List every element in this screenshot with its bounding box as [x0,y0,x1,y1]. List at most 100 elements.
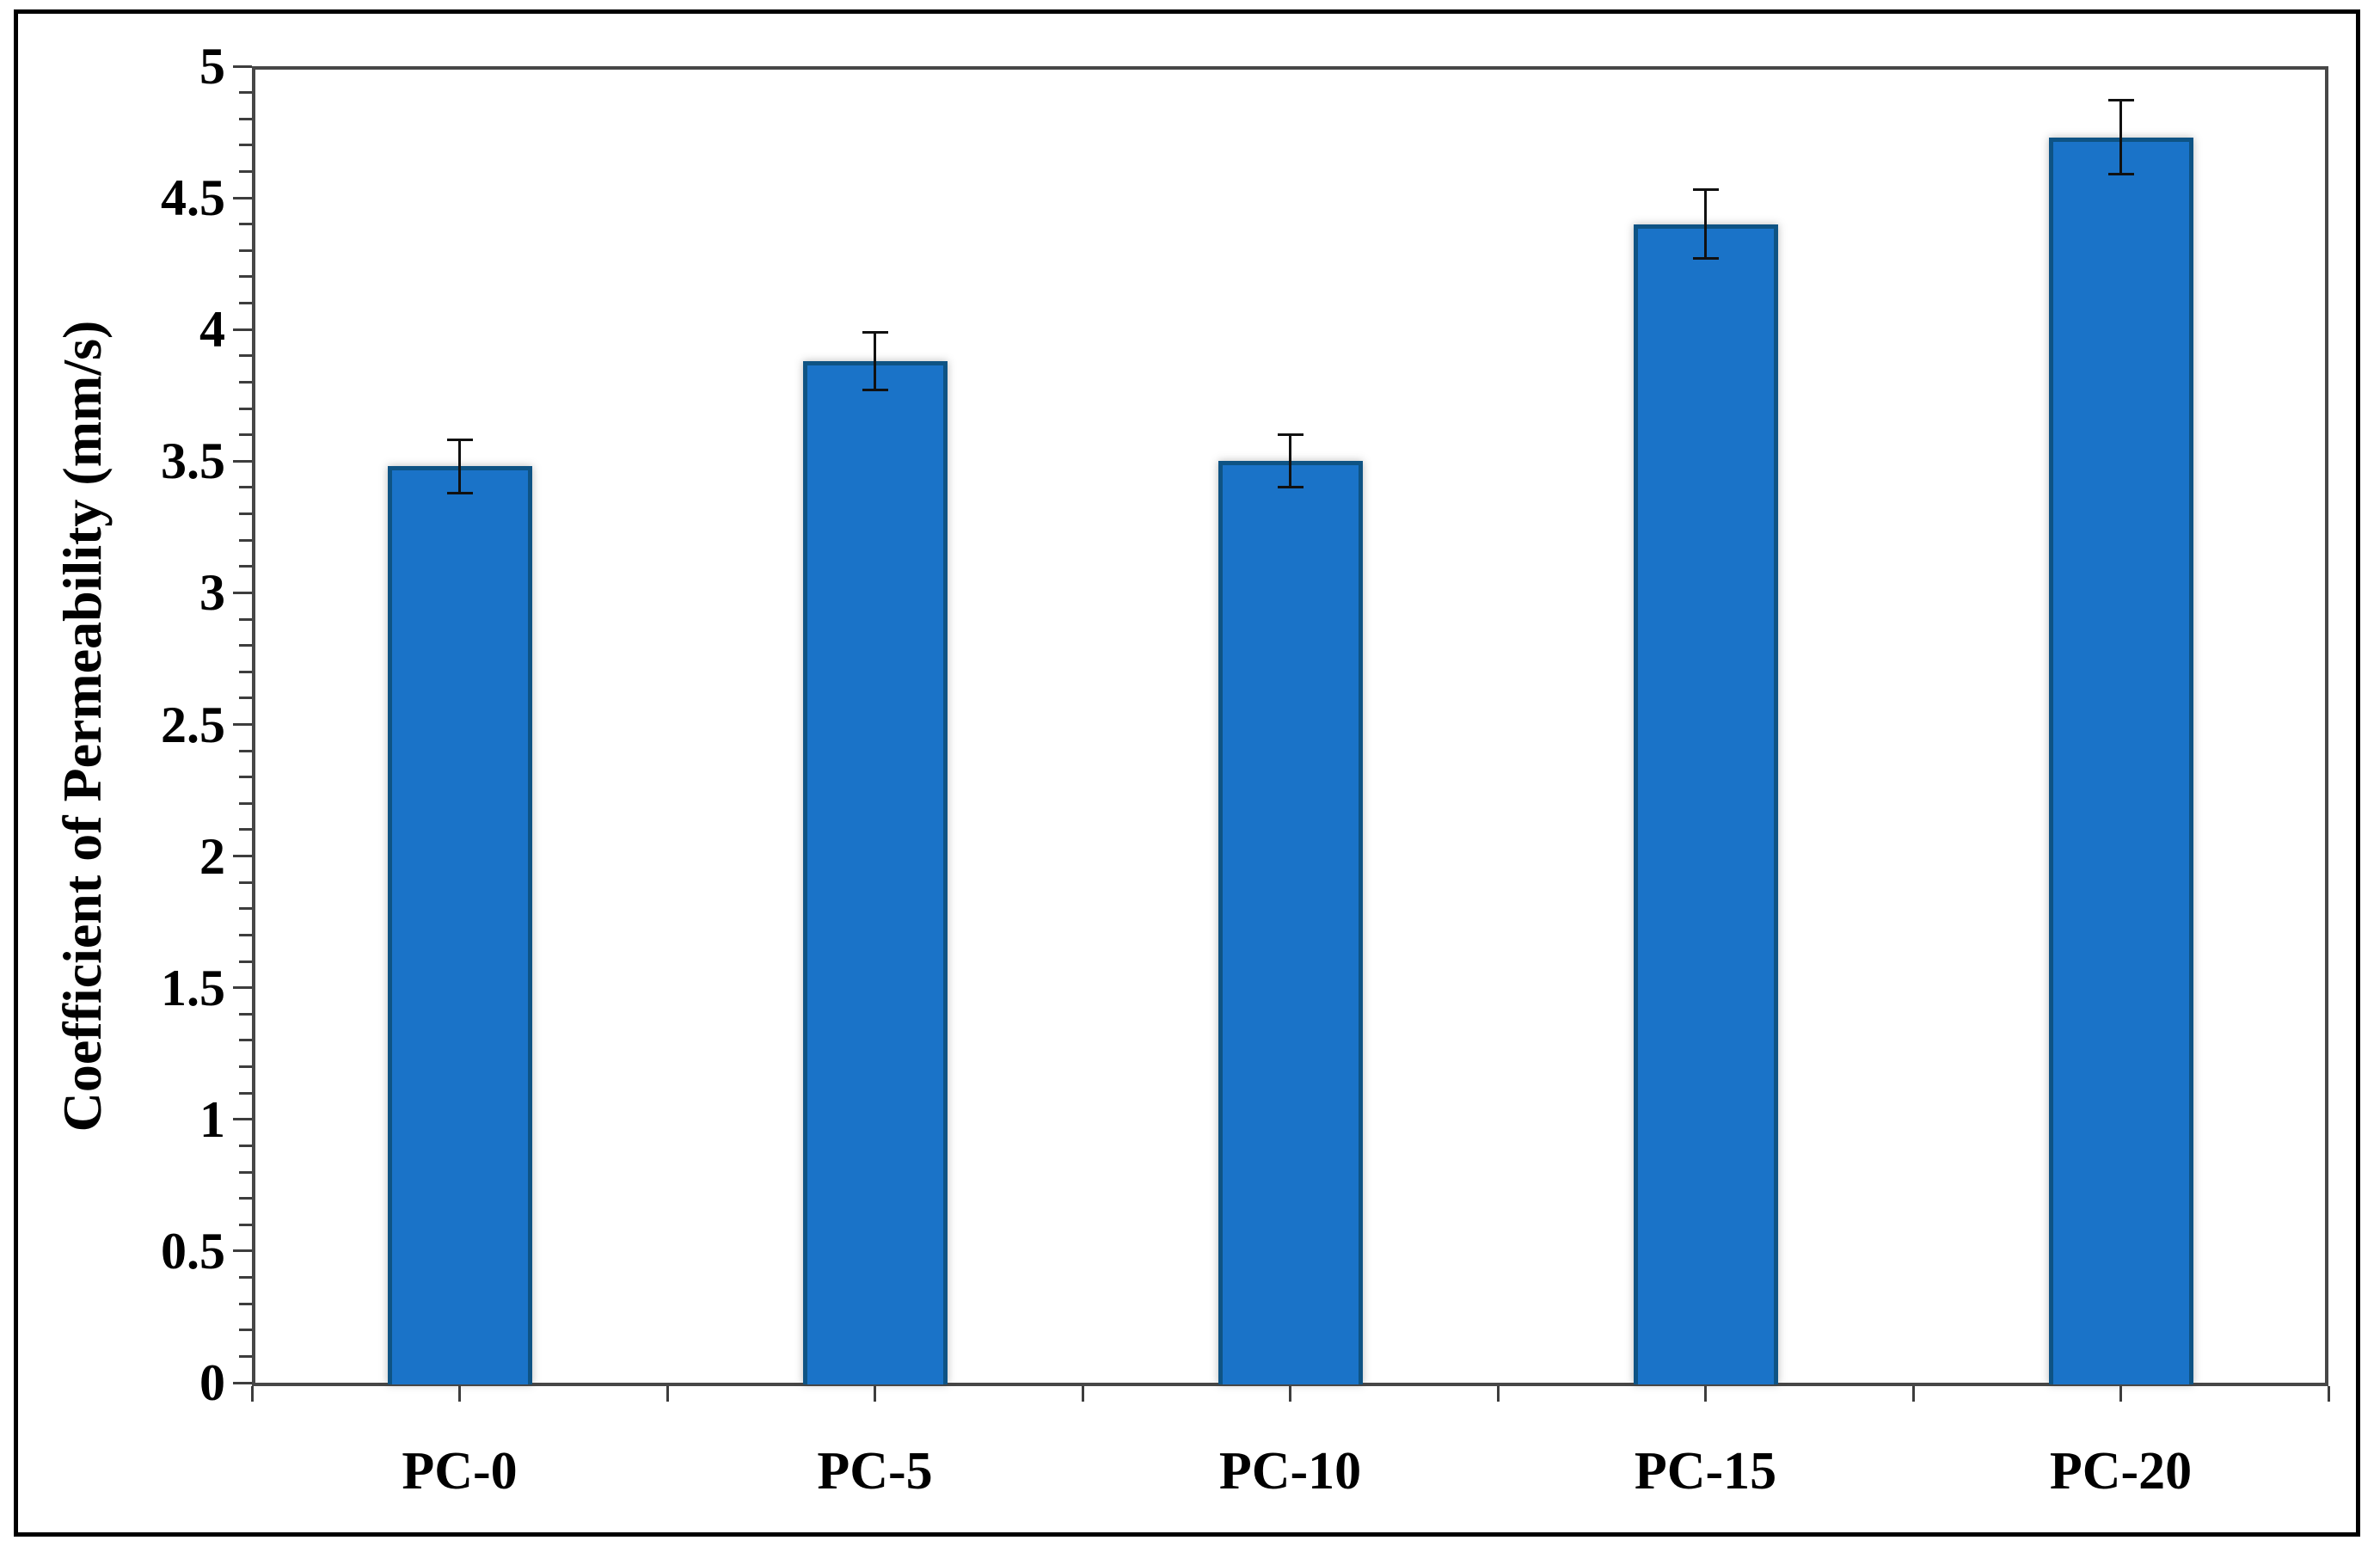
x-axis-tick [1289,1386,1291,1402]
y-major-tick [233,64,252,68]
x-axis-tick [1704,1386,1707,1402]
y-minor-tick [239,644,252,647]
y-major-tick [233,986,252,990]
y-minor-tick [239,169,252,173]
error-bar-cap [2107,99,2134,102]
y-minor-tick [239,1091,252,1095]
x-tick-label-pc-0: PC-0 [402,1442,518,1501]
y-minor-tick [239,1012,252,1016]
y-tick-label-0.5: 0.5 [161,1222,225,1280]
x-axis-tick [2327,1386,2330,1402]
y-minor-tick [239,749,252,752]
y-minor-tick [239,1329,252,1332]
y-minor-tick [239,1197,252,1200]
y-minor-tick [239,670,252,673]
y-tick-label-0: 0 [199,1354,225,1411]
error-bar-cap [446,491,473,494]
x-axis-tick [666,1386,669,1402]
y-tick-label-4: 4 [199,301,225,359]
error-bar-cap [1692,257,1719,261]
error-bar-cap [862,330,888,334]
y-minor-tick [239,907,252,911]
y-minor-tick [239,512,252,516]
y-tick-label-3: 3 [199,564,225,622]
x-axis-tick [1496,1386,1500,1402]
y-minor-tick [239,881,252,884]
y-minor-tick [239,223,252,226]
y-major-tick [233,723,252,726]
y-minor-tick [239,1144,252,1147]
x-tick-label-pc-5: PC-5 [817,1442,933,1501]
plot-area-border [252,66,2328,1386]
y-minor-tick [239,828,252,832]
error-bar-pc-5 [874,332,876,390]
y-major-tick [233,855,252,858]
y-minor-tick [239,933,252,936]
error-bar-cap [2107,173,2134,176]
x-tick-label-pc-10: PC-10 [1218,1442,1362,1501]
y-minor-tick [239,302,252,305]
y-major-tick [233,1381,252,1384]
y-minor-tick [239,697,252,700]
y-major-tick [233,196,252,199]
y-minor-tick [239,1302,252,1305]
y-minor-tick [239,354,252,358]
y-minor-tick [239,538,252,542]
y-minor-tick [239,617,252,621]
y-minor-tick [239,776,252,779]
error-bar-pc-15 [1704,189,1707,259]
y-minor-tick [239,380,252,384]
y-minor-tick [239,960,252,963]
y-major-tick [233,1118,252,1121]
error-bar-cap [446,439,473,442]
bar-pc-20 [2048,137,2193,1384]
y-tick-label-1: 1 [199,1090,225,1148]
x-axis-tick [458,1386,461,1402]
y-tick-label-3.5: 3.5 [161,433,225,490]
y-major-tick [233,1249,252,1253]
x-axis-tick [250,1386,254,1402]
y-minor-tick [239,144,252,147]
error-bar-cap [1277,433,1303,437]
y-tick-label-2: 2 [199,827,225,885]
bar-pc-15 [1633,224,1778,1384]
y-minor-tick [239,249,252,252]
y-tick-label-2.5: 2.5 [161,696,225,753]
y-minor-tick [239,1354,252,1358]
y-minor-tick [239,433,252,437]
bar-pc-0 [387,466,532,1384]
y-minor-tick [239,117,252,120]
y-minor-tick [239,1276,252,1280]
x-axis-tick [1081,1386,1084,1402]
error-bar-pc-10 [1289,434,1291,488]
y-minor-tick [239,565,252,568]
error-bar-cap [862,389,888,392]
y-minor-tick [239,486,252,489]
x-tick-label-pc-20: PC-20 [2049,1442,2193,1501]
y-minor-tick [239,801,252,805]
x-axis-tick [874,1386,876,1402]
y-tick-label-1.5: 1.5 [161,959,225,1016]
y-minor-tick [239,91,252,95]
y-tick-label-4.5: 4.5 [161,169,225,227]
y-minor-tick [239,407,252,410]
error-bar-pc-20 [2119,100,2122,175]
x-tick-label-pc-15: PC-15 [1634,1442,1777,1501]
y-major-tick [233,328,252,331]
y-minor-tick [239,1039,252,1042]
error-bar-cap [1277,486,1303,489]
error-bar-cap [1692,188,1719,192]
y-major-tick [233,459,252,463]
y-minor-tick [239,1223,252,1226]
x-axis-tick [1911,1386,1915,1402]
y-minor-tick [239,1065,252,1069]
bar-pc-10 [1218,461,1363,1384]
error-bar-pc-0 [458,439,461,494]
y-major-tick [233,591,252,594]
x-axis-tick [2119,1386,2122,1402]
plot-area [233,64,2330,1402]
y-minor-tick [239,275,252,279]
bar-pc-5 [802,360,948,1384]
y-minor-tick [239,1170,252,1174]
